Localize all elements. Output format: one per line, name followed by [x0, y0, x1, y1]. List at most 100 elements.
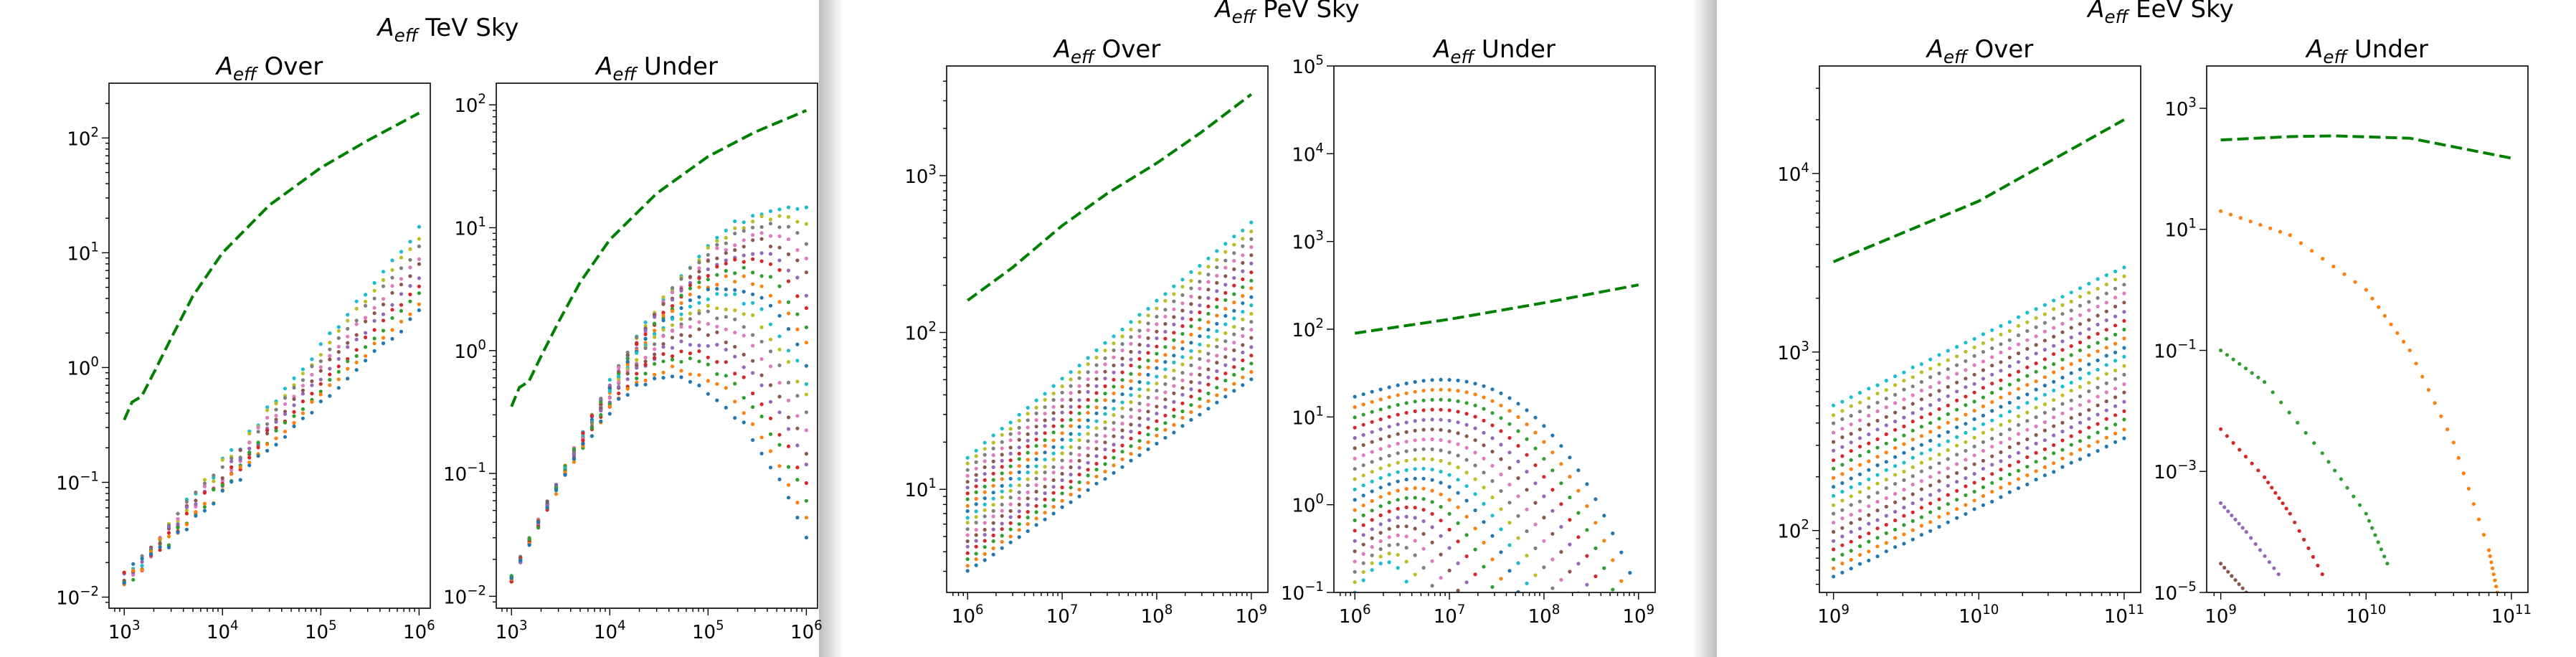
data-point [982, 533, 987, 537]
data-point [1120, 342, 1124, 346]
data-point [1525, 529, 1529, 534]
data-point [1840, 543, 1845, 547]
data-point [399, 277, 404, 281]
data-point [2007, 364, 2012, 369]
data-point [1069, 465, 1073, 470]
data-point [1857, 526, 1862, 531]
suptitle-pev: Aeff PeV Sky [1213, 0, 1359, 27]
data-point [1232, 235, 1236, 239]
data-point [1525, 453, 1529, 457]
data-point [2078, 367, 2083, 372]
data-point [292, 376, 296, 381]
data-point [1928, 421, 1933, 425]
data-point [1499, 457, 1503, 461]
data-point [381, 284, 386, 288]
data-point [1146, 395, 1150, 400]
data-point [1430, 388, 1434, 392]
data-point [274, 436, 278, 440]
data-point [2052, 433, 2056, 438]
data-point [1026, 477, 1030, 481]
data-point [1241, 358, 1245, 362]
data-point [670, 285, 675, 290]
data-point [1198, 280, 1202, 284]
data-point [2007, 355, 2012, 359]
data-point [661, 302, 666, 306]
series-8 [1353, 457, 1538, 577]
data-point [1611, 531, 1615, 536]
data-point [1008, 451, 1013, 456]
series-5 [1353, 427, 1581, 592]
data-point [1103, 426, 1107, 430]
data-point [965, 480, 970, 484]
data-point [1163, 314, 1168, 318]
data-point [1910, 402, 1915, 406]
data-point [2052, 344, 2056, 348]
data-point [599, 419, 603, 423]
data-point [2052, 398, 2056, 402]
data-point [991, 552, 995, 557]
data-point [1499, 443, 1503, 447]
data-point [759, 284, 764, 288]
data-point [2104, 301, 2108, 305]
data-point [1017, 502, 1021, 507]
data-point [1396, 393, 1400, 397]
data-point [518, 558, 523, 562]
data-point [554, 488, 559, 492]
data-point [2096, 358, 2100, 362]
data-point [1396, 479, 1400, 483]
data-point [1421, 547, 1426, 551]
data-point [1928, 403, 1933, 407]
data-point [1533, 522, 1538, 526]
data-point [706, 303, 710, 308]
data-point [2069, 344, 2073, 349]
data-point [1447, 568, 1452, 573]
data-point [1832, 440, 1836, 444]
data-point [982, 496, 987, 501]
data-point [1439, 448, 1443, 453]
data-point [2331, 264, 2336, 269]
data-point [1884, 549, 1888, 554]
data-point [1413, 539, 1417, 543]
data-point [1999, 495, 2003, 499]
data-point [300, 384, 305, 388]
data-point [1137, 313, 1142, 317]
data-point [1129, 357, 1133, 361]
data-point [1875, 526, 1880, 531]
data-point [1884, 388, 1888, 392]
data-point [1507, 409, 1512, 413]
data-point [1155, 433, 1159, 438]
data-point [1103, 477, 1107, 481]
data-point [1103, 434, 1107, 438]
series-9 [965, 303, 1254, 520]
data-point [1094, 474, 1099, 478]
data-point [2042, 365, 2047, 370]
data-point [2042, 473, 2047, 478]
data-point [1456, 465, 1460, 470]
data-point [1964, 503, 1968, 507]
data-point [991, 483, 995, 488]
axes-frame [2206, 65, 2529, 593]
data-point [372, 280, 377, 285]
data-point [1559, 524, 1563, 529]
data-point [1559, 462, 1563, 466]
data-point [1241, 269, 1245, 273]
data-point [2025, 437, 2030, 442]
data-point [974, 539, 978, 543]
data-point [1387, 425, 1391, 429]
data-point [1215, 361, 1219, 365]
data-point [2087, 344, 2091, 349]
data-point [1533, 463, 1538, 468]
data-point [1189, 294, 1193, 298]
data-point [965, 557, 970, 562]
data-point [1507, 422, 1512, 426]
data-point [1955, 507, 1959, 511]
data-point [354, 322, 359, 326]
data-point [777, 363, 782, 367]
data-point [292, 420, 296, 425]
series-9 [1832, 354, 2126, 498]
data-point [1017, 431, 1021, 435]
data-point [1189, 403, 1193, 407]
data-point [1473, 547, 1477, 552]
